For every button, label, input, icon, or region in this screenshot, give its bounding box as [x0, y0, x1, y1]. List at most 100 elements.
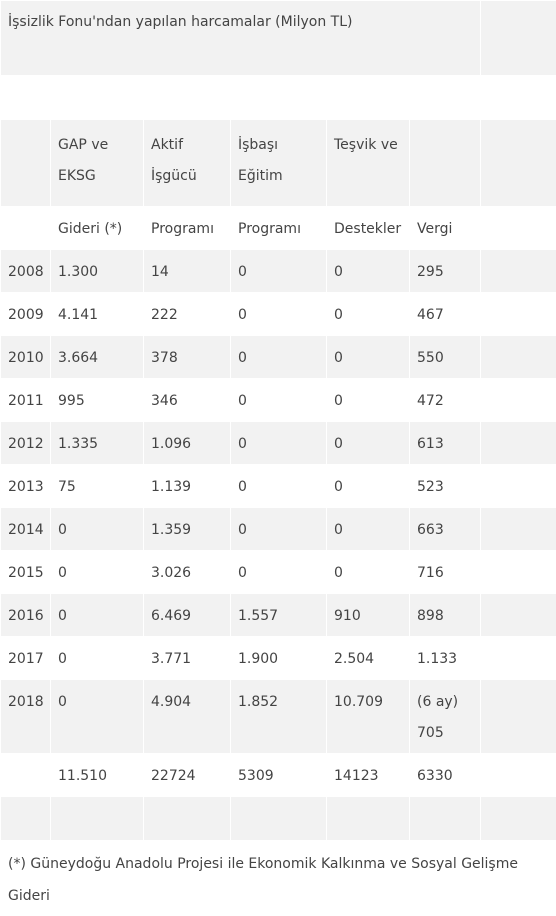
value-cell: 663 — [410, 508, 481, 551]
value-cell — [481, 551, 556, 594]
value-cell: 910 — [327, 594, 410, 637]
year-cell: 2013 — [1, 465, 51, 508]
header-programi: Programı — [144, 207, 231, 250]
value-cell: 0 — [231, 379, 327, 422]
value-cell: 898 — [410, 594, 481, 637]
value-cell: 346 — [144, 379, 231, 422]
value-cell: 1.139 — [144, 465, 231, 508]
footnote-row: (*) Güneydoğu Anadolu Projesi ile Ekonom… — [1, 841, 556, 916]
value-cell — [481, 680, 556, 754]
value-cell: 0 — [231, 508, 327, 551]
value-cell: 1.133 — [410, 637, 481, 680]
value-cell: 0 — [327, 508, 410, 551]
value-cell: 6.469 — [144, 594, 231, 637]
value-cell — [481, 293, 556, 336]
year-cell: 2011 — [1, 379, 51, 422]
header-vergi: Vergi — [410, 207, 481, 250]
value-cell: 1.900 — [231, 637, 327, 680]
value-cell: 0 — [327, 379, 410, 422]
value-cell: 3.664 — [51, 336, 144, 379]
value-cell: 75 — [51, 465, 144, 508]
value-cell: 613 — [410, 422, 481, 465]
value-cell — [481, 465, 556, 508]
total-cell: 5309 — [231, 754, 327, 797]
header-programi-2: Programı — [231, 207, 327, 250]
value-cell: 1.300 — [51, 250, 144, 293]
year-cell: 2014 — [1, 508, 51, 551]
value-cell: 0 — [327, 336, 410, 379]
value-cell: 0 — [231, 293, 327, 336]
header-row-1: GAP ve EKSG Aktif İşgücü İşbaşı Eğitim T… — [1, 120, 556, 207]
value-cell: 0 — [231, 336, 327, 379]
header-isbasi-egitim: İşbaşı Eğitim — [231, 120, 327, 207]
value-cell: 4.904 — [144, 680, 231, 754]
year-cell: 2017 — [1, 637, 51, 680]
value-cell: 0 — [51, 508, 144, 551]
value-cell: 472 — [410, 379, 481, 422]
value-cell — [481, 637, 556, 680]
value-cell: 716 — [410, 551, 481, 594]
value-cell: 0 — [327, 551, 410, 594]
footnote: (*) Güneydoğu Anadolu Projesi ile Ekonom… — [1, 841, 556, 916]
value-cell: 0 — [231, 551, 327, 594]
year-cell: 2015 — [1, 551, 51, 594]
value-cell — [481, 336, 556, 379]
value-cell: 467 — [410, 293, 481, 336]
value-cell: 1.359 — [144, 508, 231, 551]
value-cell: 0 — [51, 594, 144, 637]
header-gap-eksg: GAP ve EKSG — [51, 120, 144, 207]
header-gideri: Gideri (*) — [51, 207, 144, 250]
total-cell: 14123 — [327, 754, 410, 797]
year-cell: 2012 — [1, 422, 51, 465]
year-cell: 2016 — [1, 594, 51, 637]
value-cell: 378 — [144, 336, 231, 379]
value-cell — [481, 508, 556, 551]
value-cell: 1.557 — [231, 594, 327, 637]
value-cell: 10.709 — [327, 680, 410, 754]
year-cell: 2008 — [1, 250, 51, 293]
value-cell: 1.335 — [51, 422, 144, 465]
value-cell — [481, 250, 556, 293]
table-caption: İşsizlik Fonu'ndan yapılan harcamalar (M… — [1, 1, 481, 76]
value-cell: 1.096 — [144, 422, 231, 465]
value-cell: 0 — [327, 250, 410, 293]
value-cell: 0 — [231, 465, 327, 508]
value-cell: 0 — [327, 293, 410, 336]
year-cell: 2018 — [1, 680, 51, 754]
value-cell: 0 — [231, 250, 327, 293]
header-aktif-isgucu: Aktif İşgücü — [144, 120, 231, 207]
total-cell: 6330 — [410, 754, 481, 797]
value-cell: 0 — [327, 422, 410, 465]
year-cell: 2010 — [1, 336, 51, 379]
value-cell: 523 — [410, 465, 481, 508]
value-cell: 14 — [144, 250, 231, 293]
total-cell: 11.510 — [51, 754, 144, 797]
value-cell: 0 — [231, 422, 327, 465]
value-cell — [481, 594, 556, 637]
totals-row: 11.510 22724 5309 14123 6330 — [1, 754, 556, 797]
value-cell: 0 — [51, 551, 144, 594]
value-cell: 0 — [327, 465, 410, 508]
value-cell: 3.026 — [144, 551, 231, 594]
total-cell: 22724 — [144, 754, 231, 797]
header-tesvik: Teşvik ve — [327, 120, 410, 207]
value-cell: 3.771 — [144, 637, 231, 680]
spacer-row — [1, 797, 556, 841]
value-cell: 1.852 — [231, 680, 327, 754]
value-cell: 2.504 — [327, 637, 410, 680]
value-cell: 222 — [144, 293, 231, 336]
value-cell: (6 ay) 705 — [410, 680, 481, 754]
caption-row: İşsizlik Fonu'ndan yapılan harcamalar (M… — [1, 1, 556, 76]
value-cell: 550 — [410, 336, 481, 379]
